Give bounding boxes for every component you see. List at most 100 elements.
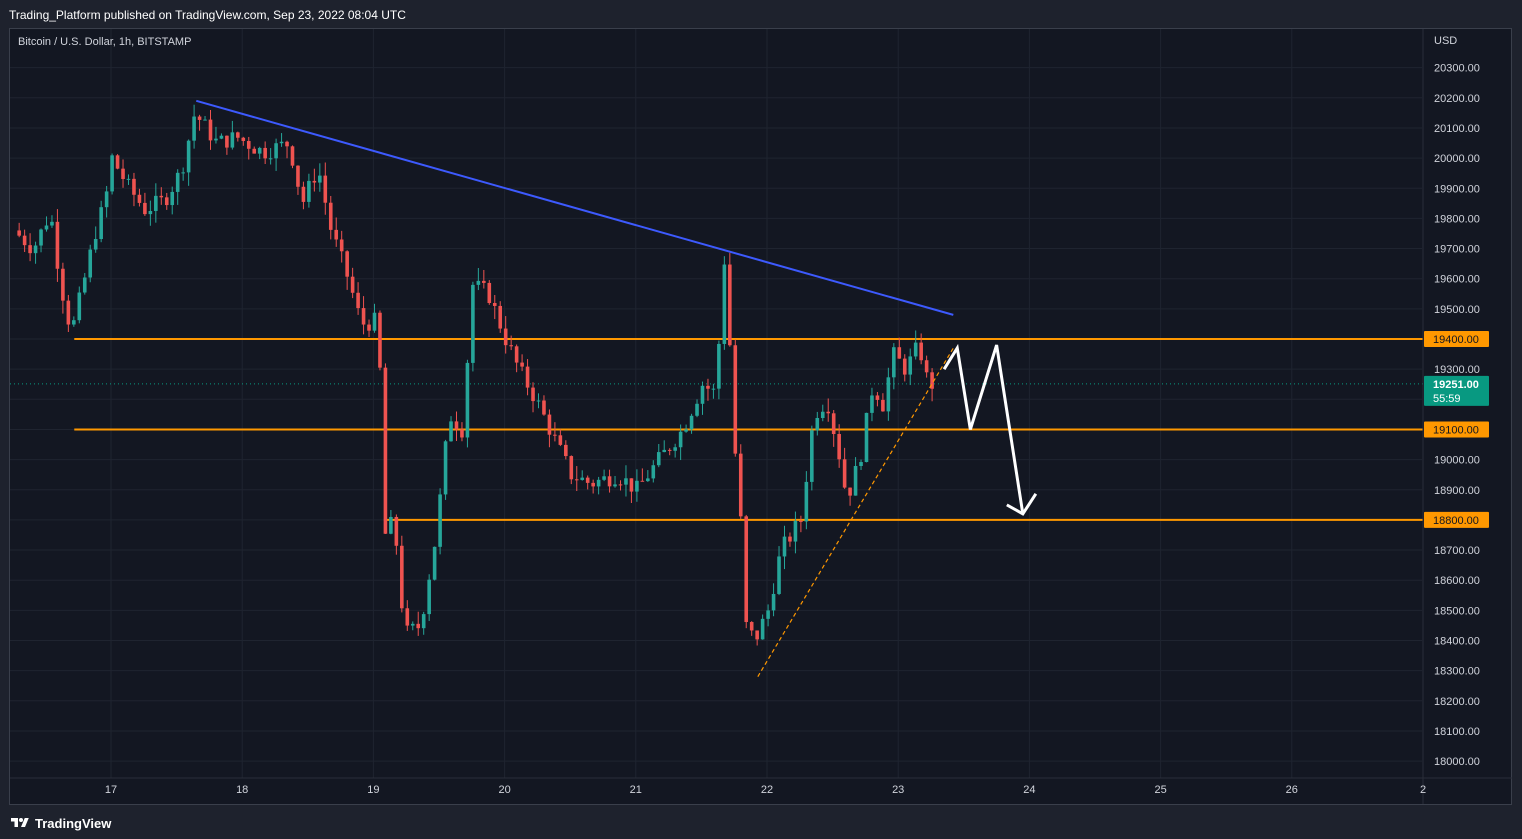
candle-body bbox=[274, 143, 278, 159]
level-price-badge bbox=[1424, 331, 1489, 347]
price-tick-label: 19700.00 bbox=[1434, 244, 1480, 256]
time-tick-label: 23 bbox=[892, 784, 904, 796]
price-tick-label: 19800.00 bbox=[1434, 213, 1480, 225]
candle-body bbox=[405, 608, 410, 626]
candle-body bbox=[853, 465, 858, 496]
time-axis: 17 18 19 20 21 22 23 24 25 26 2 bbox=[10, 777, 1512, 796]
candle-body bbox=[257, 147, 262, 154]
candle-body bbox=[279, 141, 284, 144]
candle-body bbox=[181, 172, 185, 174]
candle-body bbox=[831, 413, 836, 435]
candle-body bbox=[574, 479, 579, 481]
candle-body bbox=[246, 140, 251, 149]
candle-body bbox=[454, 421, 459, 430]
candle-body bbox=[192, 116, 196, 141]
candle-body bbox=[236, 132, 240, 138]
candle-body bbox=[892, 347, 896, 378]
candle-body bbox=[881, 399, 885, 412]
level-price-badge bbox=[1424, 511, 1489, 528]
level-price-label: 19100.00 bbox=[1433, 424, 1479, 436]
price-tick-label: 20200.00 bbox=[1434, 93, 1480, 105]
candle-body bbox=[328, 202, 333, 230]
candle-body bbox=[416, 623, 421, 629]
candle-body bbox=[186, 140, 191, 173]
candle-body bbox=[558, 435, 563, 445]
candle-body bbox=[624, 478, 628, 485]
publish-info: Trading_Platform published on TradingVie… bbox=[9, 8, 406, 22]
candle-body bbox=[536, 400, 541, 402]
candle-body bbox=[640, 480, 645, 482]
candle-body bbox=[919, 342, 923, 361]
candle-body bbox=[465, 362, 470, 438]
candle-body bbox=[137, 194, 142, 203]
candle-body bbox=[864, 412, 869, 463]
candle-body bbox=[815, 417, 820, 431]
time-tick-label: 22 bbox=[761, 784, 773, 796]
price-tick-label: 19500.00 bbox=[1434, 304, 1480, 316]
candle-body bbox=[487, 282, 492, 304]
candle-body bbox=[290, 146, 295, 166]
time-tick-label: 24 bbox=[1023, 784, 1035, 796]
price-tick-label: 20100.00 bbox=[1434, 123, 1480, 135]
candle-body bbox=[361, 308, 366, 325]
candle-body bbox=[296, 165, 300, 187]
drawing-layer bbox=[10, 338, 1423, 521]
price-tick-label: 19300.00 bbox=[1434, 364, 1480, 376]
candle-body bbox=[110, 155, 114, 192]
candle-body bbox=[334, 229, 339, 240]
candle-body bbox=[799, 520, 803, 522]
candle-body bbox=[875, 395, 880, 400]
candle-body bbox=[17, 230, 21, 236]
candle-body bbox=[432, 546, 437, 580]
candle-body bbox=[793, 520, 798, 542]
candle-body bbox=[55, 221, 60, 269]
candle-body bbox=[651, 465, 656, 479]
candle-body bbox=[421, 614, 426, 629]
candle-body bbox=[252, 148, 257, 154]
price-tick-label: 18100.00 bbox=[1434, 726, 1480, 738]
currency-label: USD bbox=[1434, 35, 1457, 47]
symbol-label: Bitcoin / U.S. Dollar, 1h, BITSTAMP bbox=[18, 36, 192, 48]
candle-body bbox=[50, 221, 54, 226]
candle-body bbox=[689, 415, 694, 430]
candle-body bbox=[268, 158, 273, 160]
price-tick-label: 18900.00 bbox=[1434, 485, 1480, 497]
candle-body bbox=[744, 516, 749, 623]
candle-body bbox=[170, 191, 175, 206]
candle-body bbox=[804, 481, 809, 522]
candle-body bbox=[93, 239, 98, 250]
candle-body bbox=[749, 622, 754, 631]
candle-body bbox=[509, 345, 513, 347]
candle-body bbox=[389, 516, 393, 534]
candle-body bbox=[564, 444, 568, 457]
candle-body bbox=[662, 449, 667, 453]
annotation-layer bbox=[196, 99, 1038, 677]
candle-body bbox=[607, 476, 612, 487]
candle-body bbox=[618, 484, 623, 486]
candle-body bbox=[717, 343, 721, 389]
candle-body bbox=[820, 411, 825, 418]
candle-body bbox=[460, 429, 464, 438]
candle-body bbox=[197, 116, 202, 120]
price-tick-label: 20000.00 bbox=[1434, 153, 1480, 165]
candle-body bbox=[438, 494, 442, 547]
candle-body bbox=[924, 360, 929, 373]
candle-body bbox=[214, 138, 218, 141]
time-tick-label: 19 bbox=[367, 784, 379, 796]
time-tick-label: 2 bbox=[1420, 784, 1426, 796]
candle-body bbox=[591, 482, 595, 487]
candle-body bbox=[498, 305, 503, 329]
projection-arrowhead bbox=[1006, 493, 1038, 516]
candle-body bbox=[175, 172, 180, 192]
candle-body bbox=[553, 434, 557, 436]
candle-body bbox=[449, 421, 453, 442]
candle-body bbox=[72, 320, 76, 325]
candle-body bbox=[345, 251, 349, 277]
candle-body bbox=[339, 239, 344, 252]
candle-body bbox=[104, 191, 109, 208]
candle-body bbox=[678, 431, 683, 448]
time-tick-label: 17 bbox=[105, 784, 117, 796]
candle-body bbox=[585, 477, 590, 483]
candle-body bbox=[476, 280, 481, 285]
